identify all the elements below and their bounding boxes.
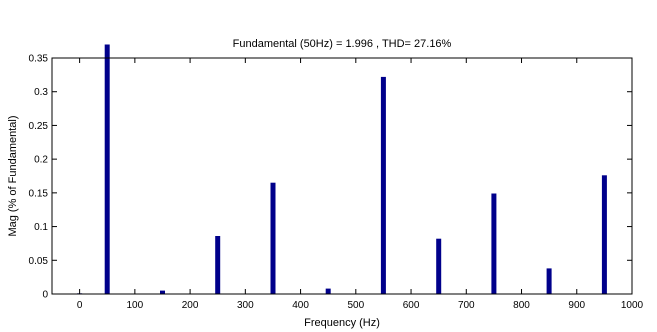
x-tick-label: 700 [458, 300, 475, 311]
bars-group [77, 44, 607, 295]
x-tick-label: 400 [292, 300, 309, 311]
bar-150hz [160, 290, 165, 294]
y-axis: 0 0.05 0.1 0.15 0.2 0.25 0.3 0.35 [29, 54, 632, 301]
bar-850hz [546, 268, 552, 294]
y-tick-label: 0.1 [34, 222, 48, 233]
bar-750hz [491, 193, 497, 294]
x-tick-label: 100 [127, 300, 144, 311]
y-tick-label: 0.05 [29, 256, 49, 267]
bar-350hz [270, 182, 276, 294]
y-tick-label: 0.3 [34, 87, 48, 98]
y-tick-label: 0.25 [29, 121, 49, 132]
x-tick-label: 0 [77, 300, 83, 311]
x-tick-label: 200 [182, 300, 199, 311]
bar-650hz [436, 238, 442, 294]
x-tick-label: 300 [237, 300, 254, 311]
y-tick-label: 0.2 [34, 155, 48, 166]
bar-550hz [380, 76, 386, 295]
bar-450hz [325, 288, 331, 294]
bar-50hz [104, 44, 110, 294]
y-axis-title: Mag (% of Fundamental) [7, 115, 19, 236]
x-tick-label: 500 [347, 300, 364, 311]
y-tick-label: 0 [42, 290, 48, 301]
y-tick-label: 0.15 [29, 188, 49, 199]
plot-frame [51, 57, 633, 295]
x-axis-title: Frequency (Hz) [304, 317, 380, 329]
chart-title: Fundamental (50Hz) = 1.996 , THD= 27.16% [233, 38, 452, 50]
bar-250hz [215, 236, 221, 294]
bar-950hz [601, 175, 607, 294]
x-tick-label: 1000 [621, 300, 644, 311]
x-tick-label: 900 [568, 300, 585, 311]
x-axis: 0 100 200 300 400 500 600 700 800 900 1000 [77, 58, 644, 311]
x-tick-label: 800 [513, 300, 530, 311]
x-tick-label: 600 [403, 300, 420, 311]
y-tick-label: 0.35 [29, 54, 49, 65]
